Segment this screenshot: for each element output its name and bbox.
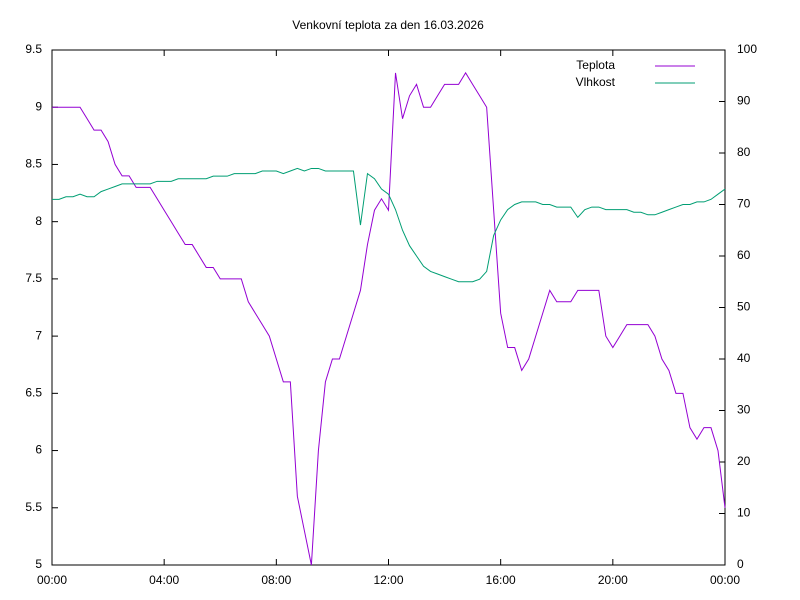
x-tick-label: 00:00 <box>37 573 67 587</box>
y-tick-label: 6.5 <box>25 386 42 400</box>
series-line <box>52 167 726 283</box>
y2-tick-label: 10 <box>737 506 751 520</box>
y2-tick-label: 20 <box>737 454 751 468</box>
y2-tick-label: 90 <box>737 94 751 108</box>
legend-label: Vlhkost <box>576 75 616 89</box>
y2-tick-label: 50 <box>737 300 751 314</box>
chart-title: Venkovní teplota za den 16.03.2026 <box>292 18 484 32</box>
y-tick-label: 7.5 <box>25 271 42 285</box>
y2-tick-label: 80 <box>737 145 751 159</box>
plot-border <box>51 49 726 566</box>
x-tick-label: 08:00 <box>261 573 291 587</box>
y2-tick-label: 70 <box>737 197 751 211</box>
x-tick-label: 04:00 <box>149 573 179 587</box>
x-tick-label: 20:00 <box>598 573 628 587</box>
y-tick-label: 5 <box>35 557 42 571</box>
series-line <box>52 71 726 566</box>
y-tick-label: 8.5 <box>25 157 42 171</box>
y2-tick-label: 30 <box>737 403 751 417</box>
x-tick-label: 00:00 <box>710 573 740 587</box>
y2-tick-label: 100 <box>737 42 757 56</box>
y-tick-label: 7 <box>35 328 42 342</box>
y-tick-label: 9.5 <box>25 42 42 56</box>
y2-tick-label: 40 <box>737 351 751 365</box>
y-tick-label: 5.5 <box>25 500 42 514</box>
legend-label: Teplota <box>576 58 615 72</box>
y-tick-label: 6 <box>35 443 42 457</box>
y2-tick-label: 60 <box>737 248 751 262</box>
y-tick-label: 9 <box>35 99 42 113</box>
y2-tick-label: 0 <box>737 557 744 571</box>
x-tick-label: 12:00 <box>373 573 403 587</box>
y-tick-label: 8 <box>35 214 42 228</box>
x-tick-label: 16:00 <box>486 573 516 587</box>
